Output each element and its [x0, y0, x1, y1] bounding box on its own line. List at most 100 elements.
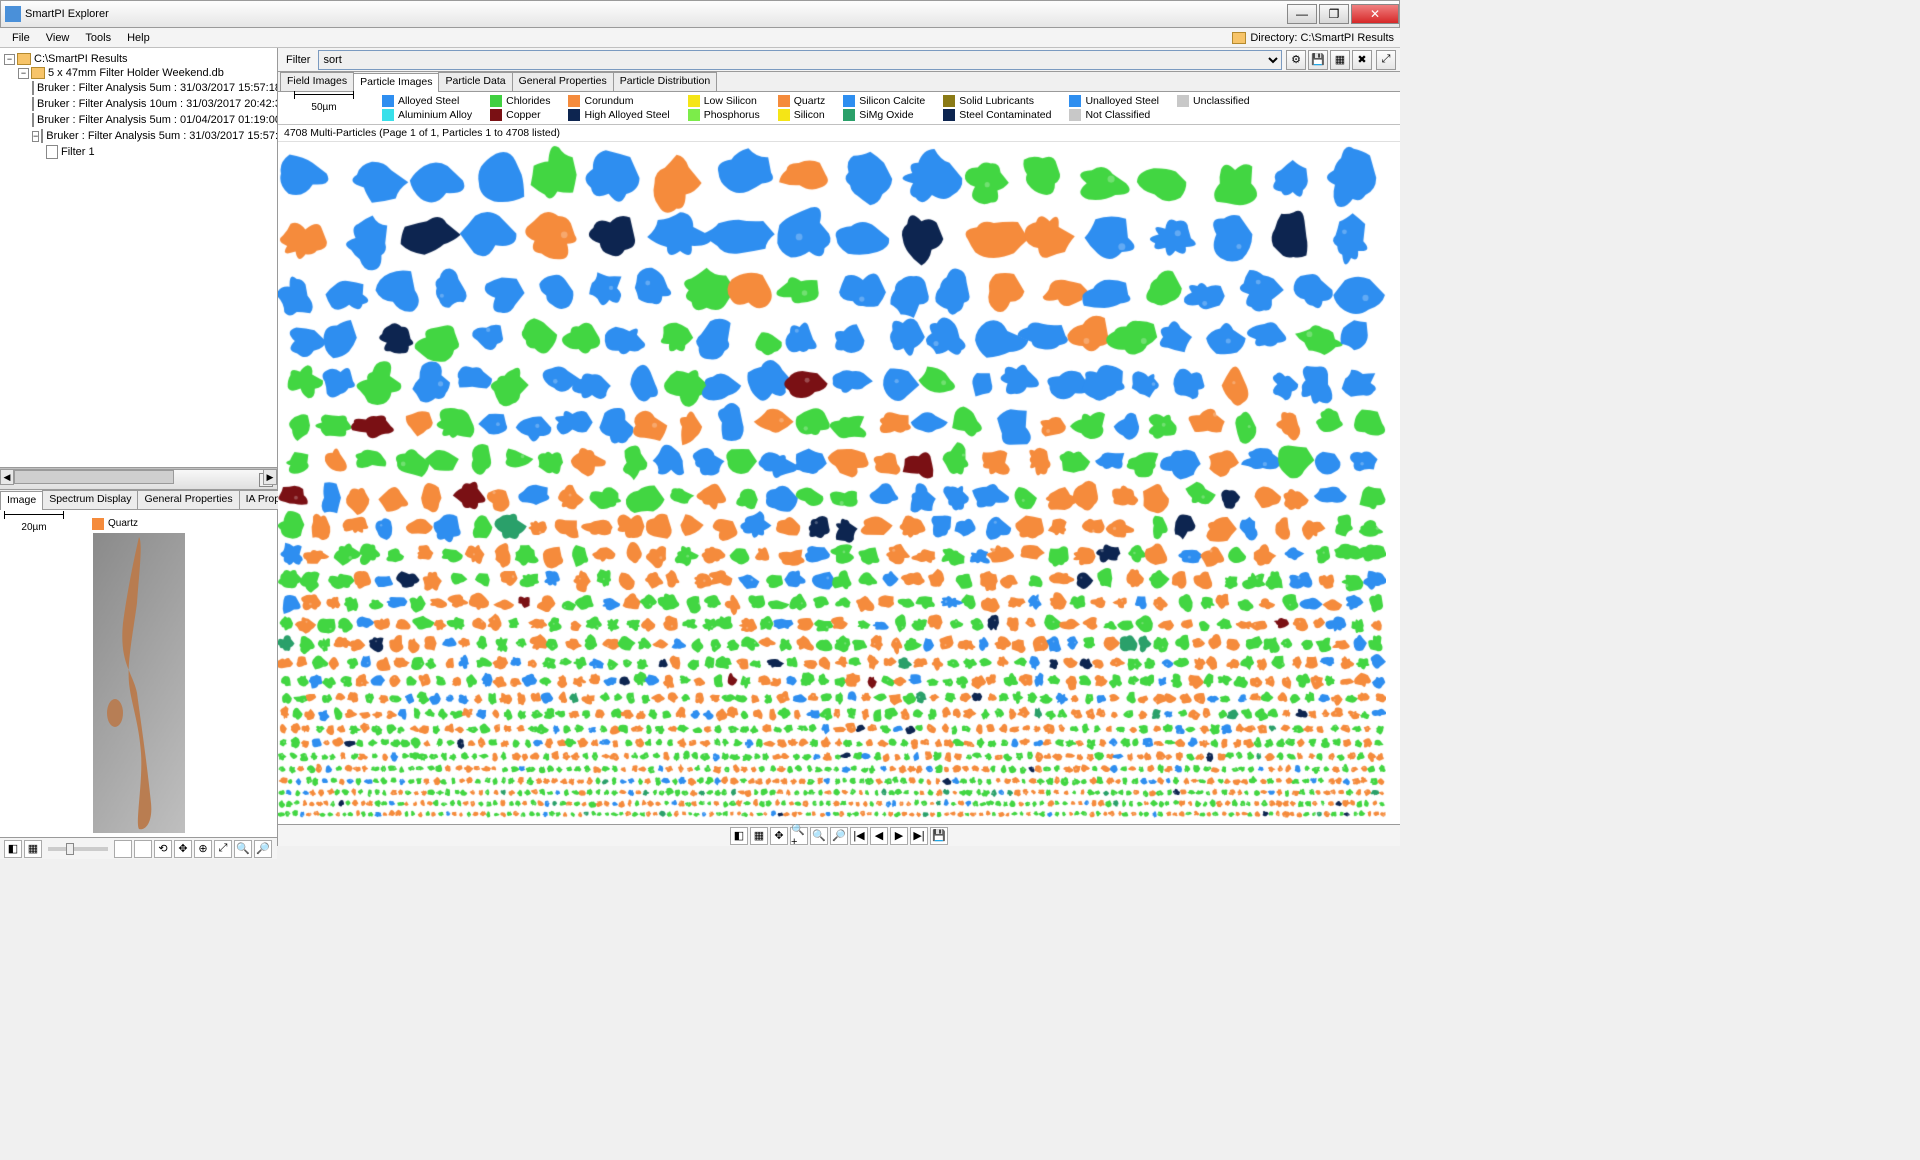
tab-image[interactable]: Image: [0, 491, 43, 510]
tree-run[interactable]: Bruker : Filter Analysis 5um : 31/03/201…: [37, 82, 277, 94]
tool-button[interactable]: 🔎: [254, 840, 272, 858]
tree-db[interactable]: 5 x 47mm Filter Holder Weekend.db: [48, 67, 224, 79]
folder-icon: [31, 67, 45, 79]
scroll-thumb[interactable]: [14, 470, 174, 484]
legend-item[interactable]: Steel Contaminated: [943, 108, 1051, 122]
scroll-left-icon[interactable]: ◀: [0, 469, 14, 485]
doc-icon: [32, 81, 34, 95]
menu-file[interactable]: File: [4, 30, 38, 46]
tool-button[interactable]: 🔍: [810, 827, 828, 845]
tool-button[interactable]: 🔍: [234, 840, 252, 858]
particle-image: [4, 533, 273, 833]
legend-item[interactable]: High Alloyed Steel: [568, 108, 669, 122]
tab-particle-images[interactable]: Particle Images: [353, 73, 439, 92]
filter-dropdown[interactable]: sort: [318, 50, 1282, 70]
minimize-button[interactable]: —: [1287, 4, 1317, 24]
menu-help[interactable]: Help: [119, 30, 158, 46]
legend-item[interactable]: Aluminium Alloy: [382, 108, 472, 122]
tool-button[interactable]: ▦: [750, 827, 768, 845]
filter-button[interactable]: ✖: [1352, 50, 1372, 70]
tool-button[interactable]: ◧: [730, 827, 748, 845]
filter-label: Filter: [282, 54, 314, 66]
tab-genprops[interactable]: General Properties: [137, 490, 239, 509]
legend-item[interactable]: SiMg Oxide: [843, 108, 925, 122]
tree-run[interactable]: Bruker : Filter Analysis 10um : 31/03/20…: [37, 98, 277, 110]
tool-button[interactable]: ⟲: [154, 840, 172, 858]
legend-swatch-icon: [688, 109, 700, 121]
tool-button[interactable]: ▶|: [910, 827, 928, 845]
legend-item[interactable]: Phosphorus: [688, 108, 760, 122]
legend-item[interactable]: Unalloyed Steel: [1069, 94, 1159, 108]
menu-view[interactable]: View: [38, 30, 78, 46]
tool-button[interactable]: [114, 840, 132, 858]
legend-item[interactable]: Copper: [490, 108, 550, 122]
legend: 50µm Alloyed SteelAluminium AlloyChlorid…: [278, 92, 1400, 125]
legend-item[interactable]: Chlorides: [490, 94, 550, 108]
tree[interactable]: −C:\SmartPI Results −5 x 47mm Filter Hol…: [0, 48, 277, 468]
legend-item[interactable]: Not Classified: [1069, 108, 1159, 122]
tab-general-properties[interactable]: General Properties: [512, 72, 614, 91]
legend-label: Low Silicon: [704, 94, 757, 108]
tool-button[interactable]: 💾: [930, 827, 948, 845]
filter-button[interactable]: ⚙: [1286, 50, 1306, 70]
legend-swatch-icon: [843, 95, 855, 107]
particle-canvas[interactable]: [278, 142, 1400, 824]
legend-label: High Alloyed Steel: [584, 108, 669, 122]
tool-button[interactable]: 🔎: [830, 827, 848, 845]
filter-icon: [46, 145, 58, 159]
legend-label: Silicon Calcite: [859, 94, 925, 108]
legend-item[interactable]: Solid Lubricants: [943, 94, 1051, 108]
tool-button[interactable]: [134, 840, 152, 858]
legend-item[interactable]: Corundum: [568, 94, 669, 108]
particle-bottom-toolbar: ◧▦ ⟲✥⊕⤢🔍🔎: [0, 837, 277, 859]
tab-field-images[interactable]: Field Images: [280, 72, 354, 91]
tab-particle-distribution[interactable]: Particle Distribution: [613, 72, 717, 91]
directory-label: Directory: C:\SmartPI Results: [1232, 32, 1394, 44]
zoom-slider[interactable]: [48, 847, 108, 851]
tool-button[interactable]: ⤢: [214, 840, 232, 858]
legend-label: Silicon: [794, 108, 825, 122]
tool-button[interactable]: ▶: [890, 827, 908, 845]
tab-spectrum[interactable]: Spectrum Display: [42, 490, 138, 509]
menu-tools[interactable]: Tools: [77, 30, 119, 46]
count-line: 4708 Multi-Particles (Page 1 of 1, Parti…: [278, 125, 1400, 142]
maximize-button[interactable]: ❐: [1319, 4, 1349, 24]
tool-button[interactable]: ▦: [24, 840, 42, 858]
doc-icon: [32, 97, 34, 111]
tree-run[interactable]: Bruker : Filter Analysis 5um : 31/03/201…: [46, 130, 277, 142]
legend-item[interactable]: Silicon: [778, 108, 826, 122]
legend-item[interactable]: Silicon Calcite: [843, 94, 925, 108]
tab-particle-data[interactable]: Particle Data: [438, 72, 512, 91]
tree-filter[interactable]: Filter 1: [61, 146, 95, 158]
expand-button[interactable]: ⤢: [1376, 50, 1396, 70]
tool-button[interactable]: ✥: [174, 840, 192, 858]
filter-button[interactable]: 💾: [1308, 50, 1328, 70]
tool-button[interactable]: |◀: [850, 827, 868, 845]
expander-icon[interactable]: −: [32, 131, 39, 142]
legend-label: Unalloyed Steel: [1085, 94, 1159, 108]
legend-label: Steel Contaminated: [959, 108, 1051, 122]
scalebar-icon: [4, 514, 64, 522]
legend-item[interactable]: Unclassified: [1177, 94, 1250, 108]
expander-icon[interactable]: −: [18, 68, 29, 79]
tree-run[interactable]: Bruker : Filter Analysis 5um : 01/04/201…: [37, 114, 277, 126]
tool-button[interactable]: ◧: [4, 840, 22, 858]
filter-button[interactable]: ▦: [1330, 50, 1350, 70]
tool-button[interactable]: ⊕: [194, 840, 212, 858]
legend-label: Alloyed Steel: [398, 94, 459, 108]
legend-item[interactable]: Low Silicon: [688, 94, 760, 108]
legend-swatch-icon: [568, 109, 580, 121]
legend-swatch-icon: [1177, 95, 1189, 107]
legend-item[interactable]: Quartz: [778, 94, 826, 108]
tree-hscroll[interactable]: ◀ ▶: [0, 468, 277, 469]
close-button[interactable]: ✕: [1351, 4, 1399, 24]
tool-button[interactable]: ◀: [870, 827, 888, 845]
expander-icon[interactable]: −: [4, 54, 15, 65]
legend-label: Phosphorus: [704, 108, 760, 122]
tree-root[interactable]: C:\SmartPI Results: [34, 53, 128, 65]
legend-item[interactable]: Alloyed Steel: [382, 94, 472, 108]
legend-label: Chlorides: [506, 94, 550, 108]
tool-button[interactable]: 🔍+: [790, 827, 808, 845]
tool-button[interactable]: ✥: [770, 827, 788, 845]
scroll-right-icon[interactable]: ▶: [263, 469, 277, 485]
